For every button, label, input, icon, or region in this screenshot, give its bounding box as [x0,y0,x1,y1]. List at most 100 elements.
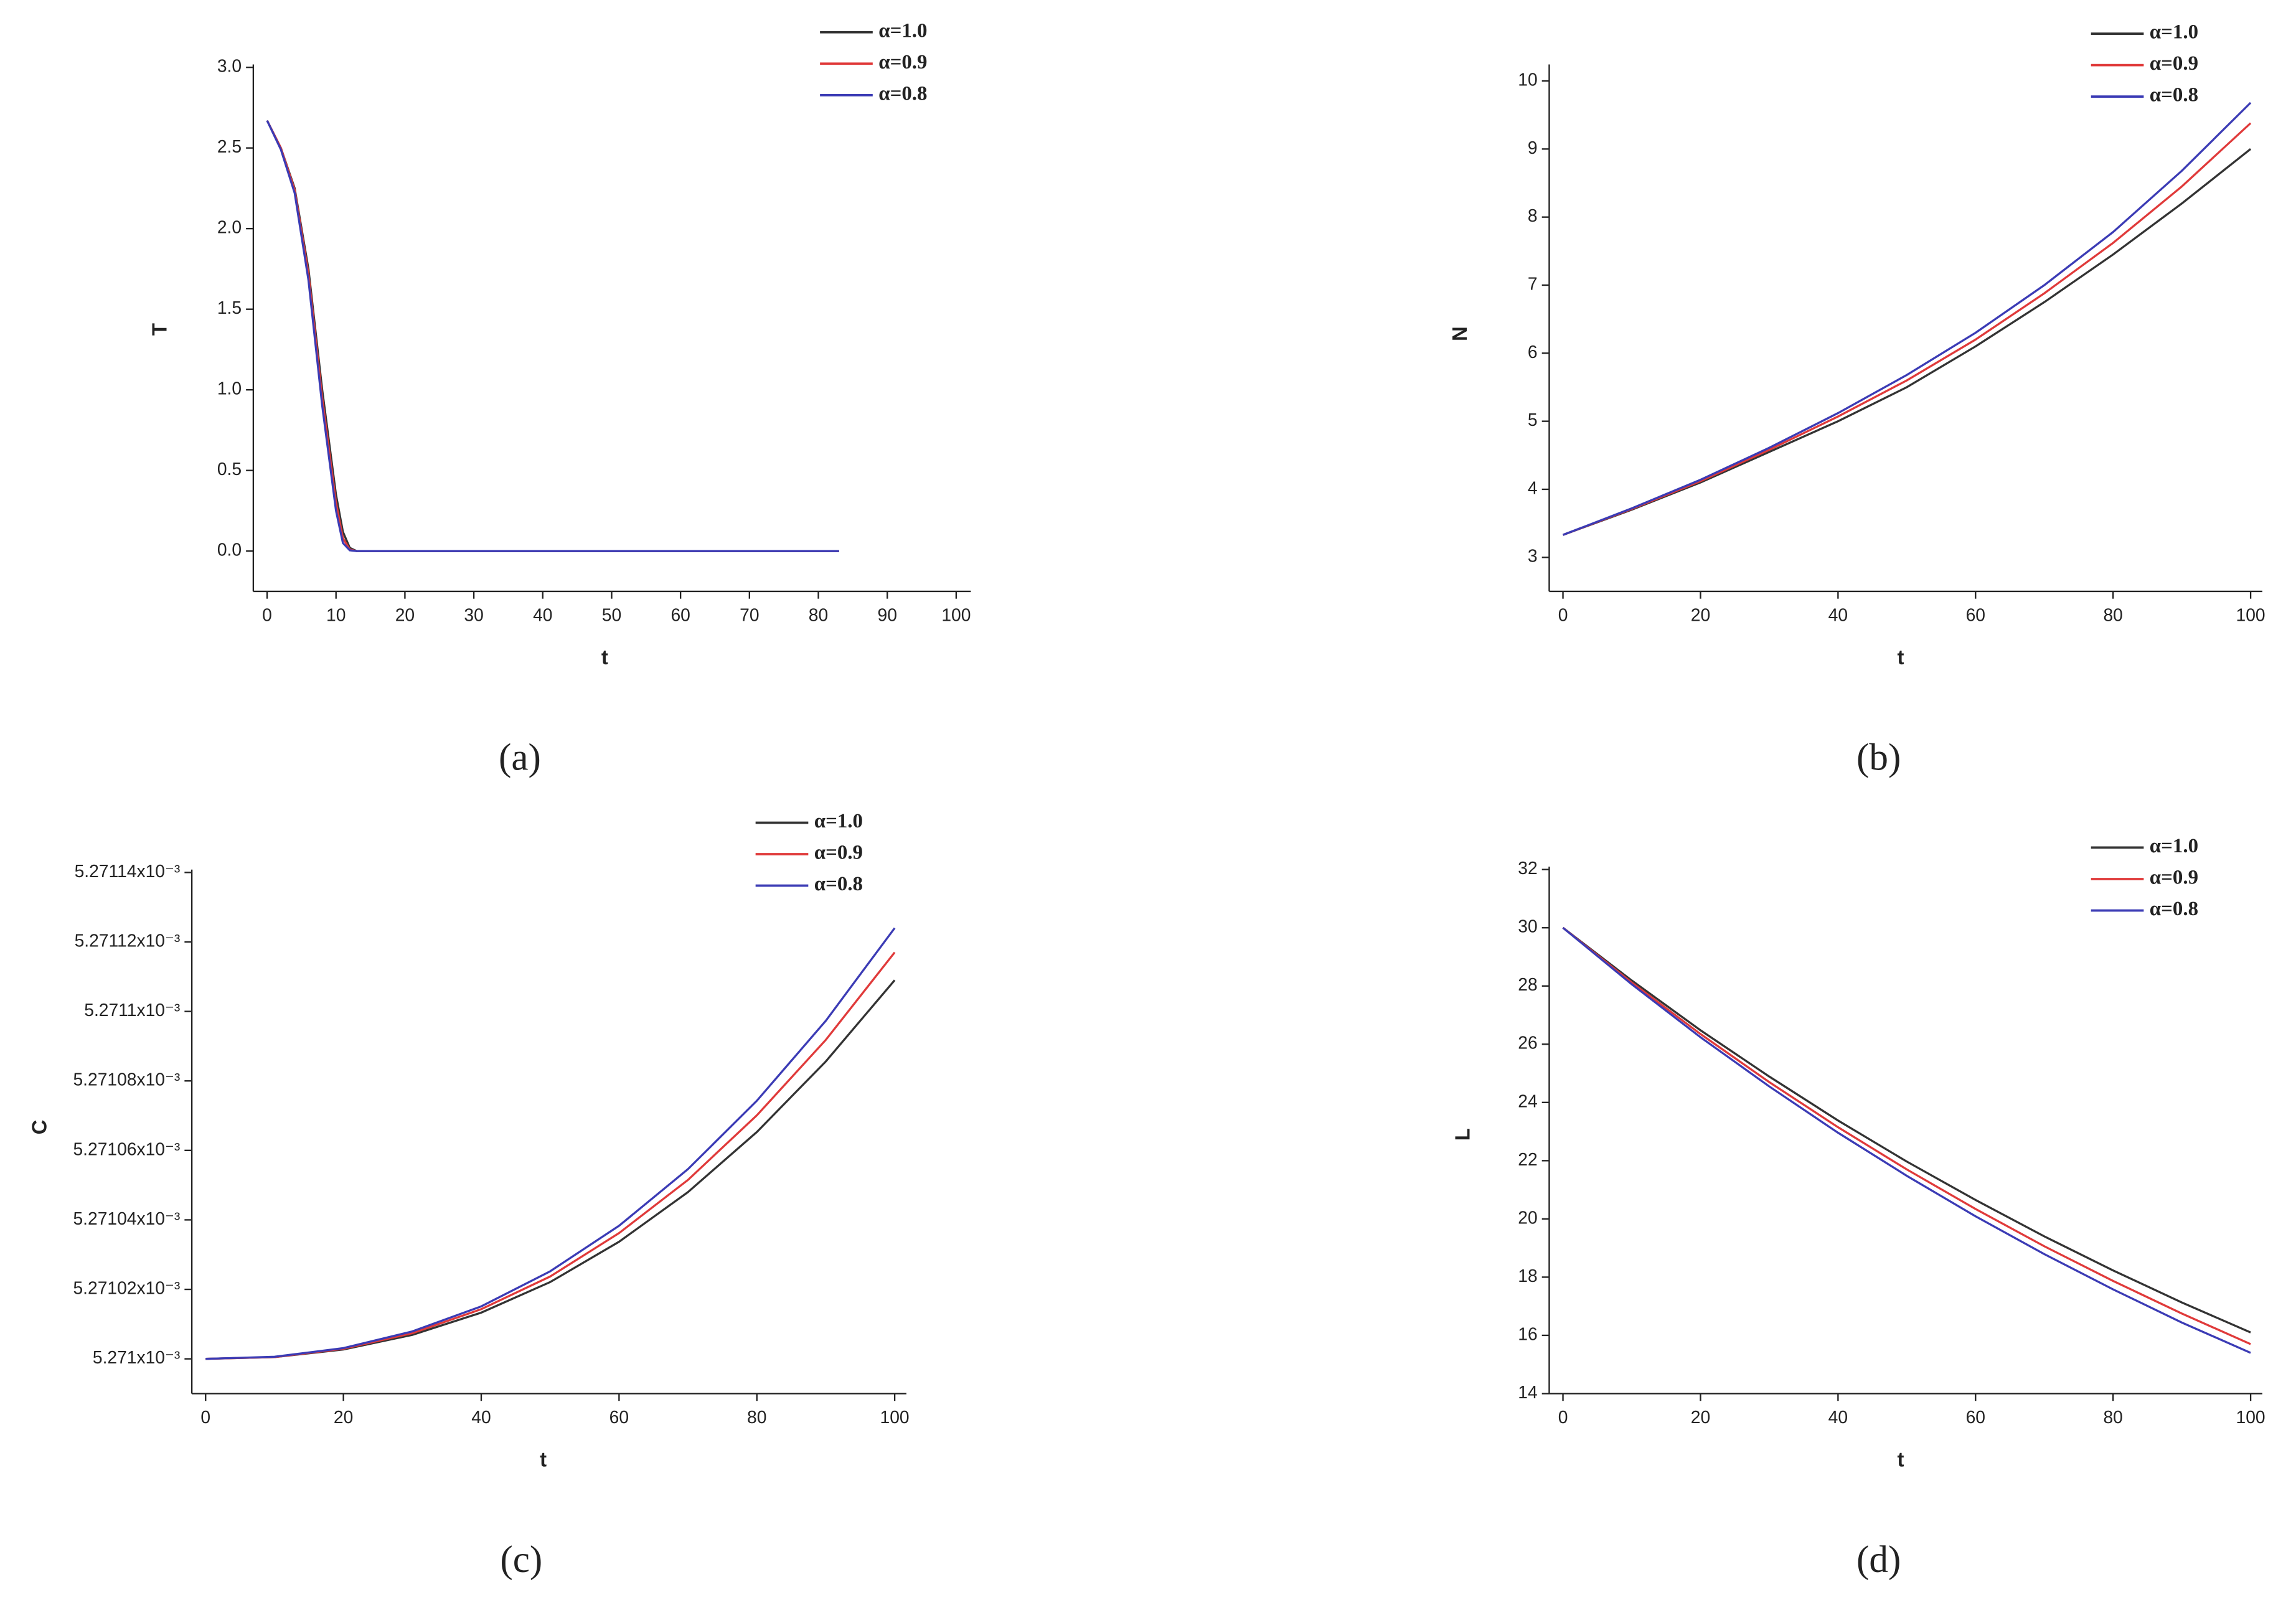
y-tick-label: 3 [1528,546,1538,566]
y-tick-label: 2.0 [217,217,242,237]
series-line [266,120,839,552]
y-tick-label: 20 [1518,1207,1537,1227]
x-tick-label: 60 [1966,605,1985,624]
x-axis-title: t [601,646,608,669]
x-tick-label: 60 [1966,1407,1985,1427]
y-axis-title: T [148,323,171,336]
series-line [1562,122,2252,536]
x-tick-label: 80 [2103,605,2122,624]
y-axis-title: N [1448,326,1471,341]
y-tick-label: 5.27104x10⁻³ [73,1208,180,1228]
x-tick-label: 20 [334,1407,353,1427]
y-tick-label: 26 [1518,1033,1537,1053]
legend-label: α=1.0 [878,19,927,42]
x-tick-label: 80 [747,1407,766,1427]
x-tick-label: 50 [602,605,621,624]
x-tick-label: 90 [878,605,897,624]
x-tick-label: 20 [1691,605,1710,624]
y-tick-label: 3.0 [217,56,242,76]
y-tick-label: 1.5 [217,298,242,318]
y-tick-label: 5 [1528,410,1538,430]
legend-label: α=1.0 [814,810,863,832]
series-line [1562,926,2251,1334]
y-tick-label: 7 [1528,273,1538,293]
y-tick-label: 5.27108x10⁻³ [73,1070,180,1089]
x-tick-label: 80 [809,605,828,624]
series-line [1562,148,2252,536]
x-tick-label: 40 [1828,605,1848,624]
y-tick-label: 28 [1518,974,1537,994]
x-tick-label: 100 [880,1407,910,1427]
x-tick-label: 40 [471,1407,491,1427]
x-tick-label: 40 [1828,1407,1848,1427]
y-tick-label: 0.0 [217,540,242,560]
y-tick-label: 9 [1528,138,1538,158]
x-tick-label: 0 [262,605,272,624]
legend-label: α=0.9 [878,51,927,73]
legend-label: α=0.9 [2150,867,2198,889]
y-tick-label: 8 [1528,205,1538,225]
y-tick-label: 14 [1518,1382,1537,1402]
x-tick-label: 80 [2103,1407,2122,1427]
y-tick-label: 30 [1518,916,1537,936]
x-tick-label: 70 [740,605,759,624]
x-tick-label: 0 [200,1407,210,1427]
legend-label: α=0.8 [2150,898,2198,920]
y-tick-label: 32 [1518,858,1537,878]
x-tick-label: 100 [2236,1407,2265,1427]
caption: (b) [1856,737,1901,779]
legend-label: α=0.8 [878,82,927,105]
y-tick-label: 4 [1528,478,1538,497]
legend-label: α=0.8 [814,873,863,895]
caption: (a) [499,737,541,779]
y-tick-label: 1.0 [217,379,242,398]
y-tick-label: 18 [1518,1266,1537,1286]
y-tick-label: 5.27102x10⁻³ [73,1278,180,1298]
y-tick-label: 24 [1518,1091,1537,1111]
x-tick-label: 100 [941,605,971,624]
y-tick-label: 16 [1518,1324,1537,1344]
series-line [1562,101,2252,536]
y-tick-label: 5.27112x10⁻³ [75,930,181,950]
y-tick-label: 5.271x10⁻³ [93,1347,180,1367]
legend-label: α=0.9 [2150,52,2198,75]
y-tick-label: 10 [1518,69,1537,89]
legend-label: α=1.0 [2150,21,2198,44]
y-tick-label: 0.5 [217,459,242,479]
y-tick-label: 2.5 [217,136,242,156]
x-axis-title: t [1897,646,1904,669]
x-tick-label: 0 [1558,605,1568,624]
y-tick-label: 5.27106x10⁻³ [73,1139,180,1159]
series-line [1562,926,2251,1345]
series-line [266,120,839,552]
series-line [205,927,896,1360]
y-tick-label: 5.2711x10⁻³ [84,1000,180,1020]
x-tick-label: 0 [1558,1407,1568,1427]
legend-label: α=0.9 [814,842,863,864]
y-tick-label: 5.27114x10⁻³ [75,861,181,881]
caption: (d) [1856,1539,1901,1581]
series-line [205,979,896,1360]
y-axis-title: L [1451,1128,1474,1141]
x-axis-title: t [540,1447,547,1471]
caption: (c) [500,1539,542,1581]
series-line [266,120,839,552]
x-tick-label: 30 [464,605,483,624]
x-tick-label: 20 [395,605,415,624]
x-axis-title: t [1897,1447,1904,1471]
series-line [1562,926,2251,1354]
x-tick-label: 40 [533,605,552,624]
x-tick-label: 20 [1691,1407,1710,1427]
x-tick-label: 60 [670,605,690,624]
y-tick-label: 22 [1518,1149,1537,1169]
x-tick-label: 10 [326,605,346,624]
series-line [205,951,896,1360]
y-tick-label: 6 [1528,342,1538,362]
x-tick-label: 60 [609,1407,629,1427]
y-axis-title: C [28,1120,51,1135]
legend-label: α=1.0 [2150,835,2198,857]
x-tick-label: 100 [2236,605,2265,624]
legend-label: α=0.8 [2150,84,2198,106]
